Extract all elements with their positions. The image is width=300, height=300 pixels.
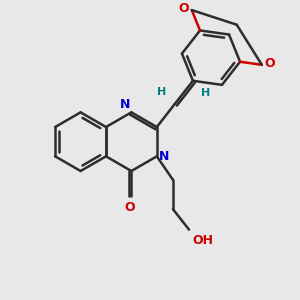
Text: O: O (264, 57, 275, 70)
Text: N: N (120, 98, 130, 111)
Text: N: N (159, 150, 170, 163)
Text: O: O (124, 201, 135, 214)
Text: O: O (179, 2, 189, 15)
Text: H: H (201, 88, 211, 98)
Text: OH: OH (192, 234, 213, 247)
Text: H: H (157, 87, 167, 97)
